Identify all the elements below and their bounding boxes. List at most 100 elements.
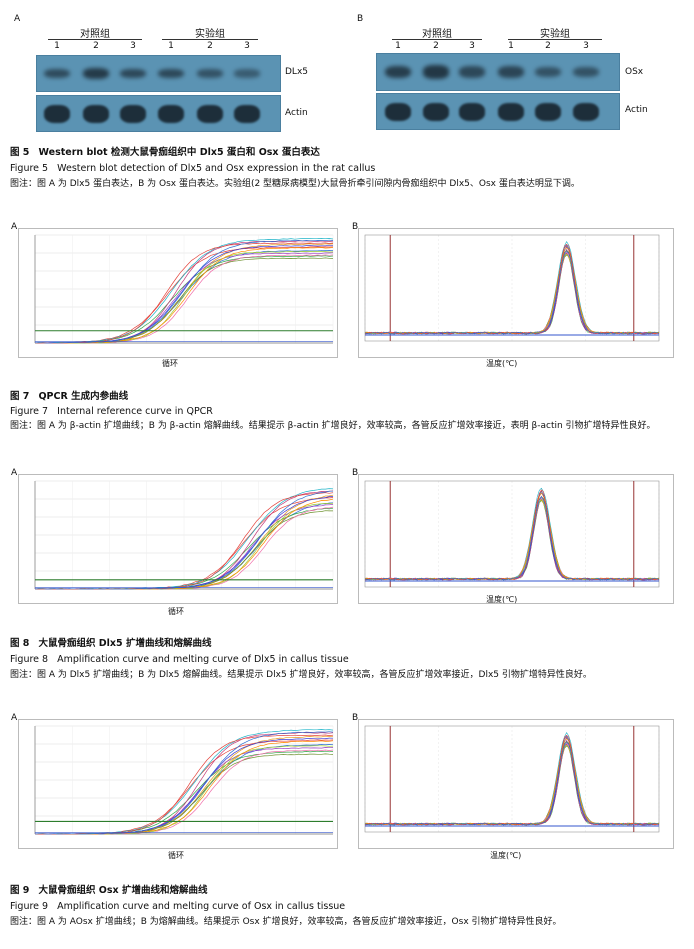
fig5a-lane-4: 1 bbox=[168, 41, 174, 51]
fig5a-group-exp: 实验组 bbox=[195, 29, 225, 40]
fig5a-actin-band-6 bbox=[234, 104, 260, 123]
fig5b-lane-4: 1 bbox=[508, 41, 514, 51]
fig7B-curve-11 bbox=[364, 253, 660, 335]
fig7B-curve-14 bbox=[364, 251, 660, 335]
fig9b-xlabel: 温度(℃) bbox=[490, 851, 522, 860]
fig5-note: 图注：图 A 为 Dlx5 蛋白表达，B 为 Osx 蛋白表达。实验组(2 型糖… bbox=[10, 179, 580, 189]
fig9-caption-zh-text: 大鼠骨痂组织 Osx 扩增曲线和熔解曲线 bbox=[38, 885, 208, 896]
fig9B-curve-11 bbox=[364, 744, 660, 826]
fig7b-xlabel: 温度(℃) bbox=[486, 359, 518, 368]
fig9-caption-en: Figure 9 Amplification curve and melting… bbox=[10, 900, 345, 913]
fig5b-lane-3: 3 bbox=[469, 41, 475, 51]
fig9A-curve-14 bbox=[34, 731, 334, 835]
fig8-caption-en-text: Amplification curve and melting curve of… bbox=[57, 654, 349, 665]
fig9B-curve-4 bbox=[364, 743, 660, 826]
fig5-caption-en-text: Western blot detection of Dlx5 and Osx e… bbox=[57, 163, 376, 174]
fig5-caption-en-num: Figure 5 bbox=[10, 163, 49, 174]
fig7A-curve-13 bbox=[34, 242, 334, 344]
fig8a-amplification-chart bbox=[18, 474, 338, 604]
fig5b-actin-label: Actin bbox=[625, 105, 648, 115]
fig7a-amplification-chart bbox=[18, 228, 338, 358]
fig5a-dlx5-band-1 bbox=[44, 68, 70, 79]
fig5a-actin-band-3 bbox=[120, 104, 146, 123]
fig7B-curve-7 bbox=[365, 252, 660, 335]
fig5-caption-zh-num: 图 5 bbox=[10, 147, 30, 158]
fig5a-actin-blot bbox=[36, 95, 281, 132]
fig7-panel-a-letter: A bbox=[11, 222, 18, 232]
fig8-panel-b-letter: B bbox=[352, 468, 359, 478]
fig9a-amplification-chart bbox=[18, 719, 338, 849]
fig5a-dlx5-band-2 bbox=[83, 68, 109, 79]
fig7-caption-zh-num: 图 7 bbox=[10, 391, 30, 402]
fig5b-group-control: 对照组 bbox=[422, 29, 452, 40]
fig5b-actin-blot bbox=[376, 93, 620, 130]
fig8a-xlabel: 循环 bbox=[168, 607, 184, 616]
fig7b-melting-chart bbox=[358, 228, 674, 358]
fig5b-lane-1: 1 bbox=[395, 41, 401, 51]
fig7-panel-b-letter: B bbox=[352, 222, 359, 232]
fig8B-curve-11 bbox=[364, 498, 660, 581]
fig8-panel-a-letter: A bbox=[11, 468, 18, 478]
fig9-note: 图注：图 A 为 AOsx 扩增曲线；B 为熔解曲线。结果提示 Osx 扩增良好… bbox=[10, 917, 562, 927]
fig5b-osx-band-3 bbox=[459, 66, 485, 78]
fig5a-dlx5-band-4 bbox=[158, 68, 184, 79]
fig5b-group-exp-line bbox=[508, 39, 602, 40]
fig9a-xlabel: 循环 bbox=[168, 851, 184, 860]
fig5a-actin-label: Actin bbox=[285, 108, 308, 118]
fig5b-actin-band-1 bbox=[385, 102, 411, 121]
fig9B-curve-14 bbox=[364, 742, 660, 826]
fig8B-curve-3 bbox=[364, 500, 659, 581]
fig5b-lane-5: 2 bbox=[545, 41, 551, 51]
fig7-note: 图注：图 A 为 β-actin 扩增曲线；B 为 β-actin 熔解曲线。结… bbox=[10, 421, 656, 431]
fig7B-svg bbox=[364, 234, 660, 342]
fig5-panel-a-letter: A bbox=[14, 14, 21, 24]
fig8A-curve-14 bbox=[34, 490, 334, 590]
fig5b-osx-band-1 bbox=[385, 65, 411, 79]
fig9A-svg bbox=[34, 725, 334, 835]
fig5a-group-control-line bbox=[48, 39, 142, 40]
fig5b-actin-band-5 bbox=[535, 102, 561, 121]
fig5a-lane-2: 2 bbox=[93, 41, 99, 51]
fig5b-osx-band-4 bbox=[498, 66, 524, 78]
fig9-caption-zh-num: 图 9 bbox=[10, 885, 30, 896]
fig7-caption-en: Figure 7 Internal reference curve in QPC… bbox=[10, 405, 213, 418]
fig8B-svg bbox=[364, 480, 660, 588]
fig5b-lane-2: 2 bbox=[433, 41, 439, 51]
fig9B-curve-3 bbox=[364, 745, 659, 826]
fig9-panel-a-letter: A bbox=[11, 713, 18, 723]
fig5-panel-b-letter: B bbox=[357, 14, 364, 24]
fig9b-melting-chart bbox=[358, 719, 674, 849]
fig8B-frame bbox=[364, 480, 660, 588]
fig5-caption-zh-text: Western blot 检测大鼠骨痂组织中 Dlx5 蛋白和 Osx 蛋白表达 bbox=[38, 147, 320, 158]
fig5a-lane-5: 2 bbox=[207, 41, 213, 51]
fig8b-xlabel: 温度(℃) bbox=[486, 595, 518, 604]
fig8-caption-en: Figure 8 Amplification curve and melting… bbox=[10, 653, 349, 666]
fig5b-osx-band-6 bbox=[573, 66, 599, 78]
fig8-caption-zh: 图 8 大鼠骨痂组织 Dlx5 扩增曲线和熔解曲线 bbox=[10, 637, 211, 650]
fig5b-osx-blot bbox=[376, 53, 620, 91]
fig5b-osx-band-5 bbox=[535, 66, 561, 78]
fig7B-curve-4 bbox=[364, 252, 660, 335]
fig5a-dlx5-band-6 bbox=[234, 69, 260, 78]
fig5a-actin-band-4 bbox=[158, 104, 184, 123]
fig9B-frame bbox=[364, 725, 660, 833]
fig5-caption-zh: 图 5 Western blot 检测大鼠骨痂组织中 Dlx5 蛋白和 Osx … bbox=[10, 146, 320, 159]
fig8-caption-en-num: Figure 8 bbox=[10, 654, 49, 665]
fig7-caption-zh-text: QPCR 生成内参曲线 bbox=[38, 391, 129, 402]
fig8b-melting-chart bbox=[358, 474, 674, 604]
fig8-caption-zh-text: 大鼠骨痂组织 Dlx5 扩增曲线和熔解曲线 bbox=[38, 638, 212, 649]
fig9-panel-b-letter: B bbox=[352, 713, 359, 723]
fig8-note: 图注：图 A 为 Dlx5 扩增曲线；B 为 Dlx5 熔解曲线。结果提示 Dl… bbox=[10, 670, 592, 680]
fig5b-actin-band-4 bbox=[498, 102, 524, 121]
fig7-caption-zh: 图 7 QPCR 生成内参曲线 bbox=[10, 390, 128, 403]
fig5b-actin-band-2 bbox=[423, 102, 449, 121]
fig5a-lane-1: 1 bbox=[54, 41, 60, 51]
fig5b-actin-band-3 bbox=[459, 102, 485, 121]
fig5a-actin-band-2 bbox=[83, 104, 109, 123]
fig8A-svg bbox=[34, 480, 334, 590]
fig5a-actin-band-5 bbox=[197, 104, 223, 123]
fig5-caption-en: Figure 5 Western blot detection of Dlx5 … bbox=[10, 162, 375, 175]
fig9-caption-zh: 图 9 大鼠骨痂组织 Osx 扩增曲线和熔解曲线 bbox=[10, 884, 207, 897]
fig5a-lane-3: 3 bbox=[130, 41, 136, 51]
fig5b-actin-band-6 bbox=[573, 102, 599, 121]
